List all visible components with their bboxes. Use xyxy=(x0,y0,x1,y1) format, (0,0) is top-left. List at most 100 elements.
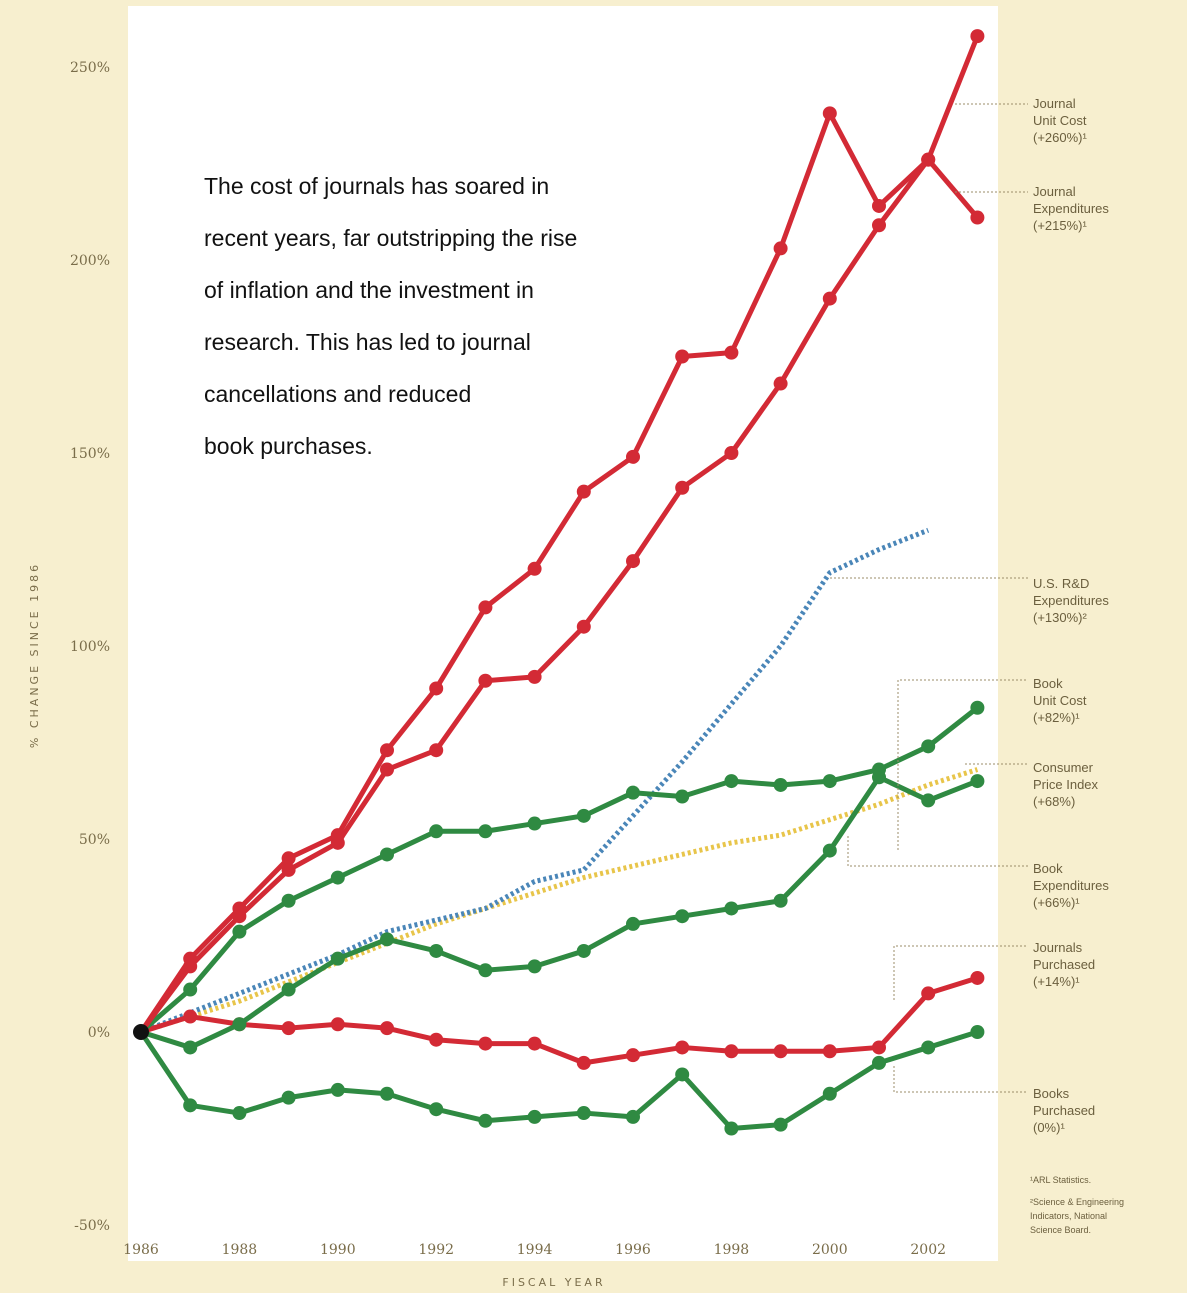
annotation-line: research. This has led to journal xyxy=(204,329,531,355)
legend-entry-text: (+130%)² xyxy=(1033,610,1087,625)
legend-entry-text: (+66%)¹ xyxy=(1033,895,1080,910)
data-point xyxy=(232,1106,247,1121)
data-point xyxy=(724,1044,739,1059)
data-point xyxy=(724,1121,739,1136)
data-point xyxy=(970,970,985,985)
data-point xyxy=(970,774,985,789)
data-point xyxy=(921,152,936,167)
series-line xyxy=(138,1029,979,1131)
legend-entry-text: U.S. R&D xyxy=(1033,576,1089,591)
footnote-text: ¹ARL Statistics. xyxy=(1030,1175,1091,1185)
data-point xyxy=(576,943,591,958)
data-point xyxy=(527,816,542,831)
legend-entry-text: Price Index xyxy=(1033,777,1099,792)
data-point xyxy=(872,762,886,777)
y-tick-label: 250% xyxy=(70,60,110,76)
data-point xyxy=(527,1109,542,1124)
data-point xyxy=(330,1017,345,1032)
data-point xyxy=(872,1040,886,1055)
y-tick-label: -50% xyxy=(74,1218,110,1234)
data-point xyxy=(380,932,394,947)
data-point xyxy=(921,1040,936,1055)
data-point xyxy=(429,1102,444,1117)
x-tick-label: 1996 xyxy=(615,1242,651,1258)
legend-entry-text: Expenditures xyxy=(1033,201,1109,216)
data-point xyxy=(626,1109,640,1124)
data-point xyxy=(970,29,985,44)
legend-entry-text: Consumer xyxy=(1033,760,1094,775)
annotation-line: recent years, far outstripping the rise xyxy=(204,225,578,251)
data-point xyxy=(675,349,690,364)
data-point xyxy=(478,673,493,688)
legend-entry-text: Expenditures xyxy=(1033,878,1109,893)
data-point xyxy=(773,241,788,256)
data-point xyxy=(626,785,640,800)
legend-entry-text: Journal xyxy=(1033,96,1076,111)
x-tick-label: 1986 xyxy=(123,1242,159,1258)
legend-entry-text: (+82%)¹ xyxy=(1033,710,1080,725)
data-point xyxy=(232,901,247,916)
y-tick-label: 100% xyxy=(70,639,110,655)
data-point xyxy=(527,669,542,684)
data-point xyxy=(183,982,198,997)
footnotes: ¹ARL Statistics. ²Science & Engineering In… xyxy=(1030,1175,1124,1235)
chart-annotation: The cost of journals has soared in recen… xyxy=(204,147,724,485)
data-point xyxy=(675,1040,690,1055)
data-point xyxy=(822,774,837,789)
series-line xyxy=(138,35,980,1034)
legend-entry-text: (+215%)¹ xyxy=(1033,218,1087,233)
data-point xyxy=(478,600,493,615)
legend-leader-line xyxy=(893,1066,1028,1093)
series-line xyxy=(139,705,979,1034)
data-point xyxy=(429,743,444,758)
data-point xyxy=(380,762,394,777)
data-point xyxy=(773,1044,788,1059)
y-tick-label: 200% xyxy=(70,253,110,269)
y-tick-label: 50% xyxy=(79,832,110,848)
data-point xyxy=(675,480,690,495)
x-tick-label: 1998 xyxy=(714,1242,750,1258)
data-point xyxy=(281,893,296,908)
data-point xyxy=(330,951,345,966)
legend-entry-text: Unit Cost xyxy=(1033,693,1087,708)
series-line xyxy=(140,527,930,1035)
data-point xyxy=(429,943,444,958)
data-point xyxy=(576,1106,591,1121)
data-point xyxy=(281,1090,296,1105)
footnote-text: Science Board. xyxy=(1030,1225,1091,1235)
data-point xyxy=(872,198,886,213)
y-tick-label: 150% xyxy=(70,446,110,462)
data-point xyxy=(626,916,640,931)
annotation-line: cancellations and reduced xyxy=(204,381,472,407)
legend-entry-text: Purchased xyxy=(1033,1103,1095,1118)
annotation-line: of inflation and the investment in xyxy=(204,277,534,303)
footnote-text: ²Science & Engineering xyxy=(1030,1197,1124,1207)
x-tick-label: 2002 xyxy=(910,1242,946,1258)
data-point xyxy=(822,291,837,306)
legend-entry-text: Journal xyxy=(1033,184,1076,199)
data-point xyxy=(576,808,591,823)
data-point xyxy=(675,909,690,924)
x-tick-label: 2000 xyxy=(812,1242,848,1258)
data-point xyxy=(626,554,640,569)
y-tick-label: 0% xyxy=(88,1025,110,1041)
data-point xyxy=(380,743,394,758)
legend-entry-text: (+14%)¹ xyxy=(1033,974,1080,989)
data-point xyxy=(183,1009,198,1024)
data-point xyxy=(429,1032,444,1047)
data-point xyxy=(921,739,936,754)
data-point xyxy=(872,218,886,233)
data-point xyxy=(281,982,296,997)
data-point xyxy=(626,1048,640,1063)
data-point xyxy=(429,681,444,696)
data-point xyxy=(822,1086,837,1101)
data-point xyxy=(970,1025,985,1039)
data-point xyxy=(527,959,542,974)
data-point xyxy=(281,1021,296,1036)
annotation-line: The cost of journals has soared in xyxy=(204,173,550,199)
legend-leader-line xyxy=(847,836,1028,867)
legend-entry-text: Unit Cost xyxy=(1033,113,1087,128)
y-axis-title: % CHANGE SINCE 1986 xyxy=(28,562,41,748)
data-point xyxy=(773,376,788,391)
legend-entry-text: Book xyxy=(1033,861,1063,876)
